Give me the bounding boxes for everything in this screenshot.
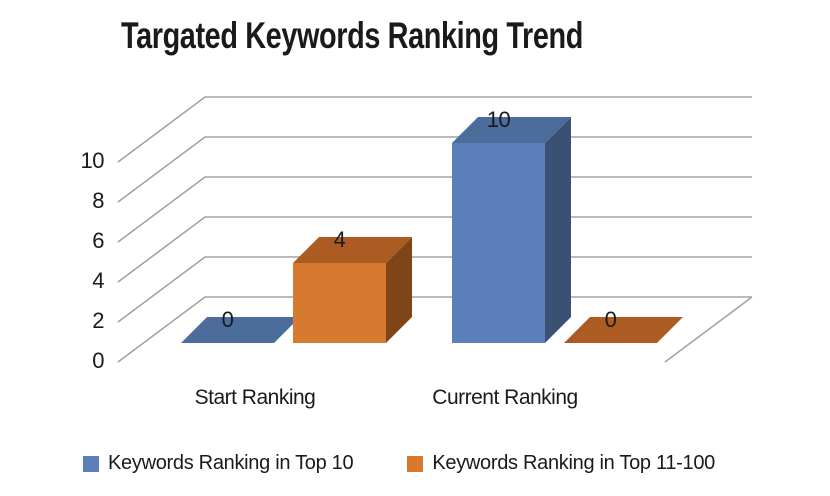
bar-value-label: 4 xyxy=(334,227,346,252)
value-axis-tick-label: 4 xyxy=(92,268,104,293)
value-axis-tick-label: 2 xyxy=(92,308,104,333)
chart-title: Targated Keywords Ranking Trend xyxy=(120,15,584,56)
category-axis-label: Start Ranking xyxy=(195,386,316,409)
legend-swatch-blue-icon xyxy=(83,455,99,472)
bar-top-face xyxy=(293,237,412,263)
legend-item-top10: Keywords Ranking in Top 10 xyxy=(83,452,354,475)
gridline xyxy=(117,96,752,163)
legend-label-top10: Keywords Ranking in Top 10 xyxy=(108,452,354,474)
bar-value-label: 0 xyxy=(605,307,617,332)
gridline xyxy=(117,216,752,283)
bar-front-face xyxy=(293,263,386,343)
bar-flat-zero xyxy=(181,317,300,343)
gridline xyxy=(117,256,752,323)
category-axis-label: Current Ranking xyxy=(432,386,577,409)
legend-swatch-orange-icon xyxy=(407,455,424,472)
bar-value-label: 10 xyxy=(487,107,511,132)
bar-front-face xyxy=(452,143,545,343)
legend-label-top11-100: Keywords Ranking in Top 11-100 xyxy=(432,452,715,474)
bar-side-face xyxy=(545,117,571,343)
value-axis-tick-label: 10 xyxy=(81,148,105,173)
value-axis-tick-label: 8 xyxy=(92,188,104,213)
floor-right-edge xyxy=(664,296,753,363)
gridline xyxy=(117,136,752,203)
bar-value-label: 0 xyxy=(222,307,234,332)
bar-chart-3d: 0 2 4 6 8 10 0 4 10 0 Start Ranking Current Ranking xyxy=(81,96,753,409)
legend-item-top11-100: Keywords Ranking in Top 11-100 xyxy=(407,452,715,475)
value-axis-tick-label: 6 xyxy=(92,228,104,253)
chart-legend: Keywords Ranking in Top 10 Keywords Rank… xyxy=(83,452,715,475)
value-axis-tick-label: 0 xyxy=(92,348,104,373)
bar-top-face xyxy=(452,117,571,143)
bar-side-face xyxy=(386,237,412,343)
gridline xyxy=(117,176,752,243)
bar-flat-zero xyxy=(564,317,683,343)
